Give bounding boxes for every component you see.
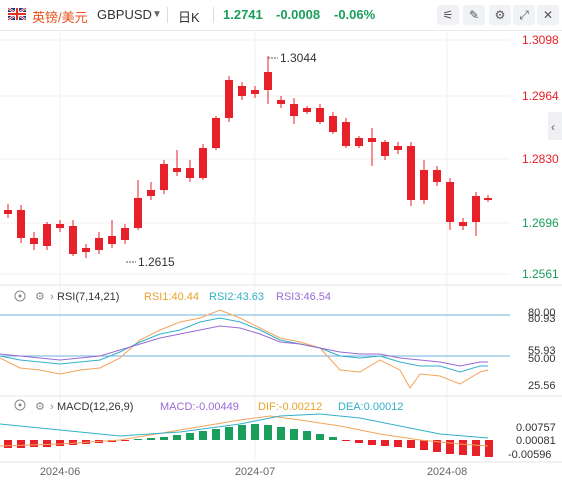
rsi1-value: RSI1:40.44 <box>144 291 199 303</box>
last-price: 1.2741 <box>223 7 263 22</box>
close-icon[interactable]: ✕ <box>537 5 559 25</box>
timeframe-selector[interactable]: 日K <box>178 10 200 25</box>
rsi-tick: 50.00 <box>528 353 556 365</box>
price-tick: 1.2830 <box>522 152 559 166</box>
rsi1-line <box>0 309 489 389</box>
time-tick: 2024-07 <box>235 466 275 478</box>
chevron-down-icon[interactable]: ▼ <box>152 9 162 20</box>
rsi-tick: 80.00 <box>528 307 556 319</box>
dif-line <box>0 415 489 447</box>
symbol-code[interactable]: GBPUSD <box>97 7 152 22</box>
chevron-right-icon[interactable]: › <box>50 291 54 303</box>
rsi2-line <box>0 317 488 373</box>
settings-icon[interactable]: ⚙ <box>489 5 511 25</box>
chart-header: 英镑/美元 GBPUSD ▼ 日K 1.2741 -0.0008 -0.06% … <box>0 0 562 31</box>
rsi-tick: 80.93 <box>528 313 556 325</box>
high-label: 1.3044 <box>280 51 317 65</box>
candlestick-series <box>4 56 492 258</box>
rsi-tick: 55.93 <box>528 345 556 357</box>
rsi3-line <box>0 325 488 367</box>
macd-tick: 0.00757 <box>516 422 556 434</box>
time-tick: 2024-08 <box>427 466 467 478</box>
macd-title: MACD(12,26,9) <box>57 401 133 413</box>
eye-icon[interactable] <box>14 290 26 302</box>
uk-flag-icon <box>7 6 28 25</box>
macd-histogram <box>4 424 493 457</box>
settings-icon[interactable]: ⚙ <box>35 401 45 413</box>
symbol-name[interactable]: 英镑/美元 <box>32 10 88 25</box>
rsi2-value: RSI2:43.63 <box>209 291 264 303</box>
price-tick: 1.2696 <box>522 216 559 230</box>
rsi-title: RSI(7,14,21) <box>57 291 119 303</box>
macd-tick: 0.00081 <box>516 435 556 447</box>
chevron-left-icon[interactable]: ‹ <box>551 120 555 134</box>
low-label: 1.2615 <box>138 255 175 269</box>
time-tick: 2024-06 <box>40 466 80 478</box>
price-tick: 1.2964 <box>522 89 559 103</box>
collapse-panel-button[interactable] <box>548 112 562 140</box>
price-change-pct: -0.06% <box>334 7 376 22</box>
settings-icon[interactable]: ⚙ <box>35 291 45 303</box>
price-tick: 1.3098 <box>522 33 559 47</box>
dif-value: DIF:-0.00212 <box>258 401 322 413</box>
dea-line <box>0 413 489 439</box>
fullscreen-icon[interactable]: ⤢ <box>513 5 535 25</box>
eye-icon[interactable] <box>14 399 26 411</box>
draw-icon[interactable]: ✎ <box>463 5 485 25</box>
rsi3-value: RSI3:46.54 <box>276 291 331 303</box>
dea-value: DEA:0.00012 <box>338 401 403 413</box>
price-tick: 1.2561 <box>522 267 559 281</box>
indicator-icon[interactable]: ⚟ <box>437 5 459 25</box>
chevron-right-icon[interactable]: › <box>50 401 54 413</box>
macd-value: MACD:-0.00449 <box>160 401 239 413</box>
rsi-tick: 25.56 <box>528 380 556 392</box>
macd-tick: -0.00596 <box>508 449 551 461</box>
price-change: -0.0008 <box>276 7 321 22</box>
